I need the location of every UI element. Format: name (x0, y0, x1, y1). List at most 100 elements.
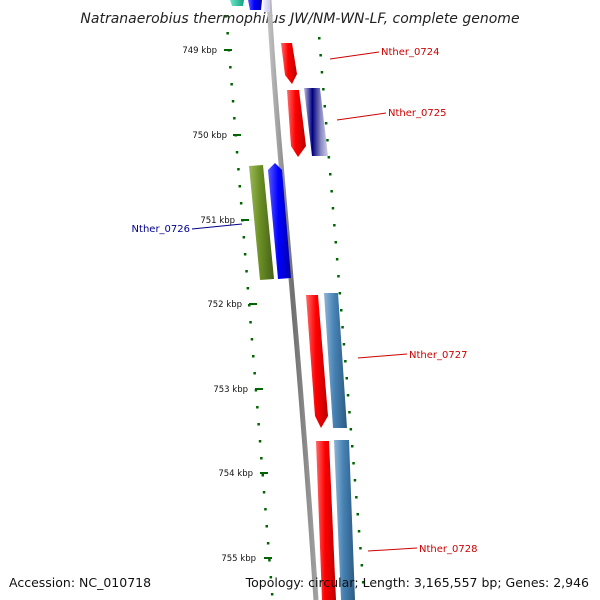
minor-tick (335, 258, 339, 261)
minor-tick (239, 202, 243, 205)
gene-nther-0727-feature[interactable] (324, 293, 347, 428)
minor-tick (257, 423, 260, 426)
minor-tick (342, 343, 346, 346)
minor-tick (361, 581, 365, 584)
minor-tick (327, 156, 331, 159)
ruler-labels: 749 kbp 750 kbp 751 kbp 752 kbp 753 kbp … (182, 46, 272, 564)
minor-tick (340, 309, 343, 312)
gene-partial-teal[interactable] (230, 0, 244, 6)
gene-partial-blue[interactable] (248, 0, 262, 10)
minor-tick (320, 71, 324, 74)
gene-partial-pale[interactable] (263, 0, 270, 12)
gene-label-nther-0727[interactable]: Nther_0727 (409, 350, 467, 361)
gene-nther-0726-feature[interactable] (249, 165, 274, 280)
minor-tick (254, 389, 258, 392)
minor-tick (242, 236, 246, 239)
minor-tick (246, 287, 250, 290)
minor-tick (250, 338, 254, 341)
ruler-label: 750 kbp (192, 131, 227, 141)
minor-tick (235, 151, 239, 154)
leader-line-nther-0724 (329, 51, 380, 60)
gene-label-nther-0728[interactable]: Nther_0728 (419, 544, 477, 555)
ruler-label: 752 kbp (207, 300, 242, 310)
minor-tick (322, 88, 325, 91)
minor-tick (333, 224, 336, 227)
minor-tick (237, 168, 240, 171)
minor-tick (233, 117, 236, 120)
minor-tick (324, 122, 328, 125)
ruler-label: 753 kbp (213, 385, 248, 395)
minor-tick (344, 360, 347, 363)
accession-text: Accession: NC_010718 (9, 575, 151, 590)
minor-tick (360, 564, 364, 567)
ruler-label: 754 kbp (218, 469, 253, 479)
leader-line-nther-0725 (336, 112, 387, 121)
ruler-label: 751 kbp (200, 216, 235, 226)
minor-tick (229, 66, 232, 69)
minor-tick (270, 593, 274, 596)
minor-tick (329, 173, 332, 176)
minor-tick (345, 377, 348, 380)
minor-tick (243, 253, 247, 256)
gene-label-nther-0725[interactable]: Nther_0725 (388, 108, 446, 119)
minor-tick (269, 576, 273, 579)
minor-tick (331, 207, 335, 210)
minor-tick (258, 440, 262, 443)
minor-tick (357, 530, 361, 533)
minor-tick (226, 32, 229, 35)
minor-tick (330, 190, 333, 193)
minor-tick (351, 445, 354, 448)
minor-tick (245, 270, 248, 273)
gene-label-nther-0726[interactable]: Nther_0726 (132, 224, 190, 235)
minor-tick (268, 559, 271, 562)
leader-line-nther-0728 (367, 547, 418, 552)
gene-nther-0728[interactable] (316, 441, 336, 600)
minor-tick (348, 411, 351, 414)
minor-tick (323, 105, 326, 108)
gene-label-nther-0724[interactable]: Nther_0724 (381, 47, 439, 58)
gene-nther-0724[interactable] (281, 43, 297, 84)
gene-nther-0726[interactable] (268, 163, 291, 279)
gene-nther-0725-feature[interactable] (304, 88, 328, 156)
minor-tick (349, 428, 353, 431)
minor-tick (264, 508, 267, 511)
minor-tick (253, 372, 256, 375)
minor-tick (266, 542, 270, 545)
minor-tick (231, 100, 235, 103)
leader-line-nther-0727 (357, 353, 408, 359)
minor-tick (338, 292, 342, 295)
minor-tick (249, 321, 252, 324)
minor-tick (260, 457, 263, 460)
minor-tick (262, 491, 266, 494)
gene-labels: Nther_0724 Nther_0725 Nther_0726 Nther_0… (132, 47, 478, 555)
minor-tick (265, 525, 268, 528)
left-tick-track (225, 15, 274, 596)
minor-tick (318, 37, 321, 40)
minor-tick (346, 394, 350, 397)
minor-tick (238, 185, 241, 188)
minor-tick (352, 462, 355, 465)
minor-tick (261, 474, 264, 477)
leader-line-nther-0726 (191, 223, 243, 230)
minor-tick (341, 326, 344, 329)
gene-nther-0728-feature[interactable] (334, 440, 355, 600)
minor-tick (256, 406, 259, 409)
minor-tick (326, 139, 329, 142)
minor-tick (355, 496, 358, 499)
minor-tick (252, 355, 255, 358)
minor-tick (334, 241, 337, 244)
minor-tick (353, 479, 357, 482)
right-tick-track (318, 37, 365, 584)
genome-summary-text: Topology: circular; Length: 3,165,557 bp… (245, 575, 589, 590)
minor-tick (248, 304, 251, 307)
minor-tick (319, 54, 322, 57)
ruler-label: 749 kbp (182, 46, 217, 56)
gene-nther-0725[interactable] (287, 90, 306, 157)
gene-nther-0727[interactable] (306, 295, 328, 428)
minor-tick (230, 83, 233, 86)
minor-tick (356, 513, 359, 516)
ruler-label: 755 kbp (221, 554, 256, 564)
minor-tick (359, 547, 362, 550)
